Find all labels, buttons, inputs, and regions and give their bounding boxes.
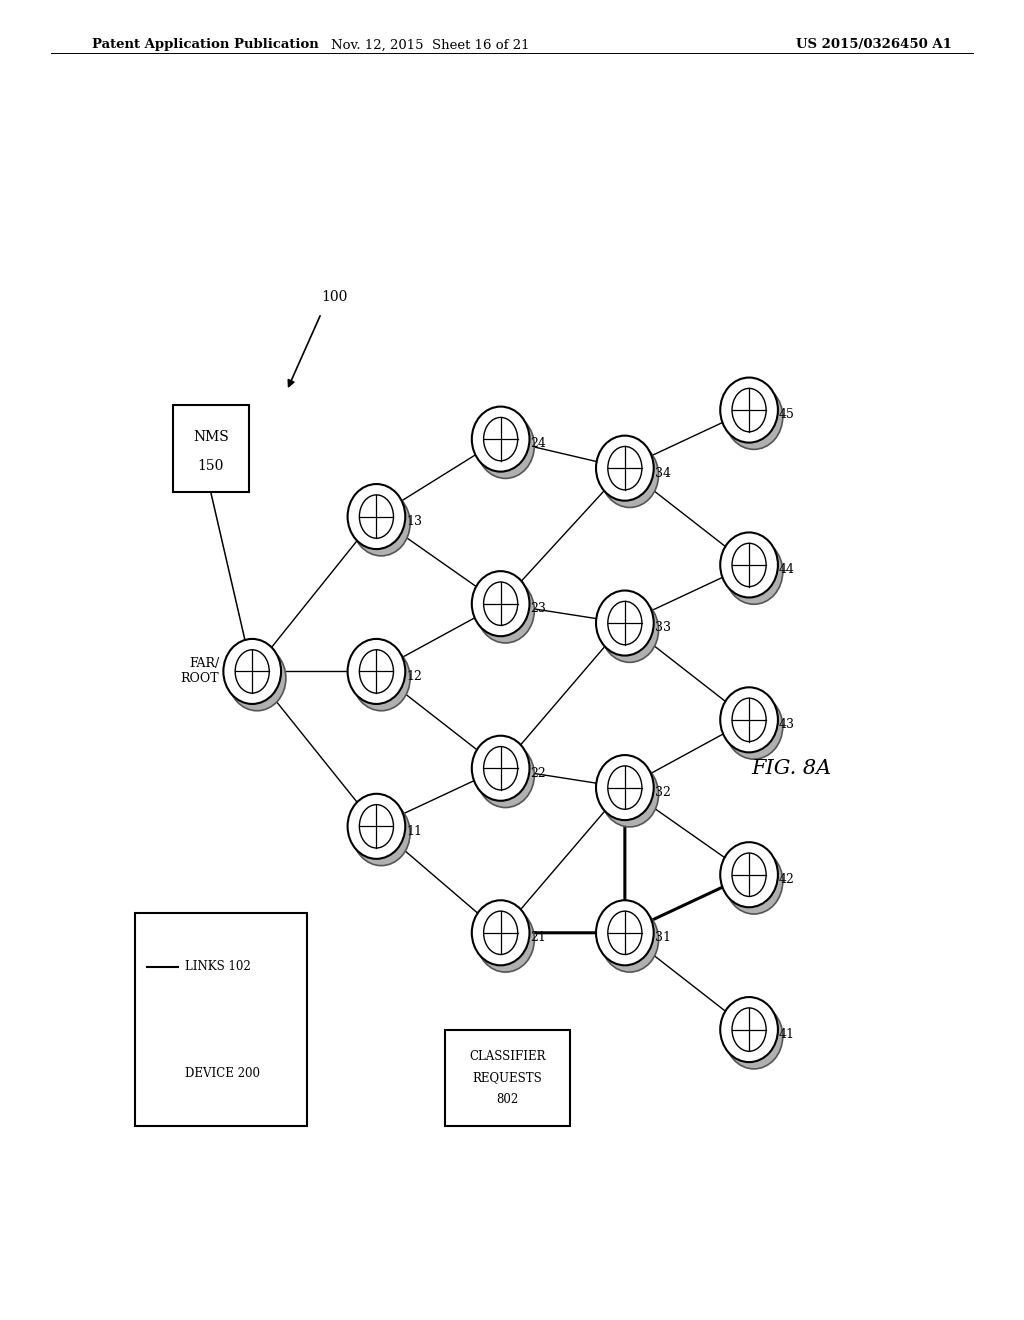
Text: REQUESTS: REQUESTS: [473, 1072, 543, 1085]
Text: LINKS 102: LINKS 102: [185, 960, 251, 973]
Text: 23: 23: [530, 602, 546, 615]
Text: US 2015/0326450 A1: US 2015/0326450 A1: [797, 38, 952, 51]
Ellipse shape: [720, 688, 778, 752]
Ellipse shape: [725, 694, 782, 759]
Text: 42: 42: [778, 873, 795, 886]
Ellipse shape: [347, 484, 406, 549]
Ellipse shape: [145, 1055, 179, 1092]
Ellipse shape: [596, 590, 653, 656]
FancyBboxPatch shape: [135, 913, 307, 1126]
Ellipse shape: [223, 639, 281, 704]
Ellipse shape: [228, 645, 286, 710]
Ellipse shape: [725, 849, 782, 913]
Ellipse shape: [732, 388, 766, 432]
Ellipse shape: [483, 911, 518, 954]
Ellipse shape: [347, 639, 406, 704]
Ellipse shape: [472, 407, 529, 471]
Text: 32: 32: [654, 785, 671, 799]
Text: 802: 802: [497, 1093, 519, 1106]
Ellipse shape: [720, 842, 778, 907]
Text: DEVICE 200: DEVICE 200: [185, 1067, 260, 1080]
Text: 33: 33: [654, 622, 671, 635]
Text: 41: 41: [778, 1028, 795, 1041]
Ellipse shape: [725, 1003, 782, 1069]
Ellipse shape: [472, 735, 529, 801]
FancyBboxPatch shape: [445, 1030, 569, 1126]
Ellipse shape: [236, 649, 269, 693]
Text: NMS: NMS: [193, 430, 228, 445]
Ellipse shape: [352, 491, 410, 556]
Ellipse shape: [725, 384, 782, 449]
Ellipse shape: [720, 997, 778, 1063]
Ellipse shape: [601, 597, 658, 663]
Ellipse shape: [476, 742, 535, 808]
Ellipse shape: [359, 649, 393, 693]
Ellipse shape: [601, 442, 658, 507]
Text: FIG. 8A: FIG. 8A: [752, 759, 831, 777]
Text: 150: 150: [198, 459, 224, 474]
Text: FAR/
ROOT: FAR/ ROOT: [180, 657, 219, 685]
Text: Patent Application Publication: Patent Application Publication: [92, 38, 318, 51]
Text: 22: 22: [530, 767, 546, 780]
Text: 100: 100: [322, 289, 347, 304]
Ellipse shape: [483, 417, 518, 461]
Text: 13: 13: [407, 515, 422, 528]
Ellipse shape: [483, 747, 518, 789]
Text: 31: 31: [654, 931, 671, 944]
Ellipse shape: [483, 582, 518, 626]
Ellipse shape: [608, 766, 642, 809]
Ellipse shape: [151, 1061, 184, 1098]
Text: Nov. 12, 2015  Sheet 16 of 21: Nov. 12, 2015 Sheet 16 of 21: [331, 38, 529, 51]
Ellipse shape: [596, 436, 653, 500]
FancyBboxPatch shape: [173, 405, 249, 492]
Ellipse shape: [720, 378, 778, 442]
Ellipse shape: [732, 853, 766, 896]
Text: 43: 43: [778, 718, 795, 731]
Ellipse shape: [352, 645, 410, 710]
Ellipse shape: [601, 762, 658, 826]
Text: CLASSIFIER: CLASSIFIER: [469, 1051, 546, 1063]
Ellipse shape: [601, 907, 658, 972]
Ellipse shape: [472, 572, 529, 636]
Ellipse shape: [596, 755, 653, 820]
Ellipse shape: [608, 446, 642, 490]
Ellipse shape: [476, 578, 535, 643]
Text: 45: 45: [778, 408, 795, 421]
Ellipse shape: [732, 698, 766, 742]
Ellipse shape: [608, 911, 642, 954]
Ellipse shape: [153, 1061, 172, 1085]
Text: 12: 12: [407, 669, 422, 682]
Ellipse shape: [476, 413, 535, 478]
Ellipse shape: [476, 907, 535, 972]
Ellipse shape: [359, 495, 393, 539]
Ellipse shape: [725, 539, 782, 605]
Ellipse shape: [359, 805, 393, 847]
Text: 24: 24: [530, 437, 546, 450]
Ellipse shape: [720, 532, 778, 598]
Text: 11: 11: [407, 825, 422, 838]
Text: 44: 44: [778, 564, 795, 577]
Ellipse shape: [608, 602, 642, 644]
Text: 34: 34: [654, 466, 671, 479]
Ellipse shape: [596, 900, 653, 965]
Ellipse shape: [732, 544, 766, 586]
Ellipse shape: [732, 1008, 766, 1051]
Ellipse shape: [347, 793, 406, 859]
Ellipse shape: [472, 900, 529, 965]
Ellipse shape: [352, 800, 410, 866]
Text: 21: 21: [530, 931, 546, 944]
